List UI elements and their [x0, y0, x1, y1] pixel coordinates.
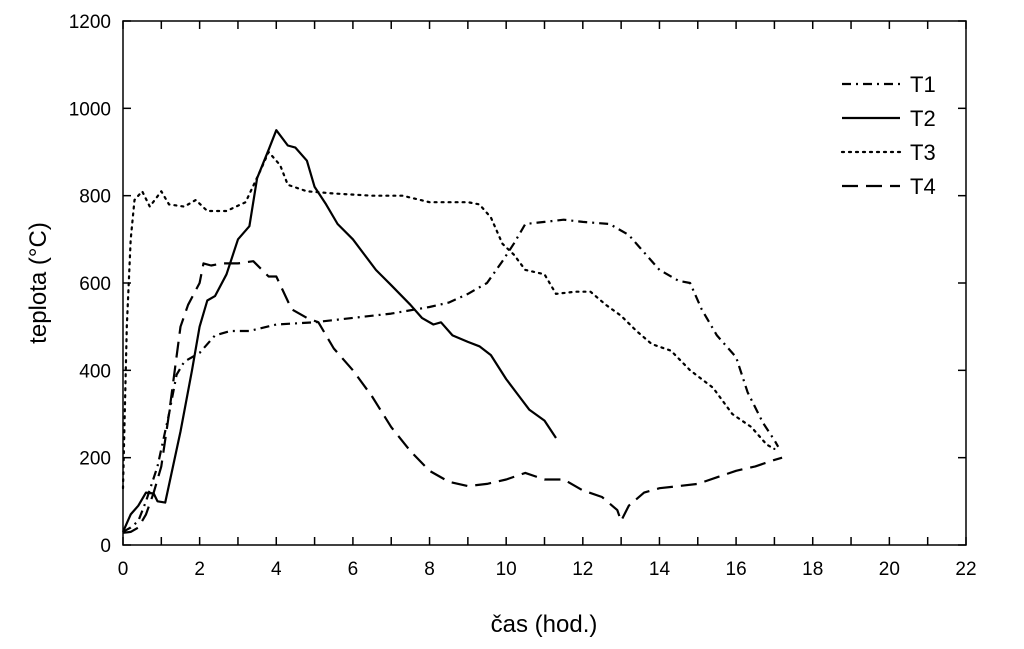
series-group	[121, 129, 783, 534]
plot-frame	[122, 20, 967, 546]
y-tick-label: 0	[100, 536, 111, 557]
y-tick-label: 1000	[69, 99, 111, 120]
x-tick-label: 14	[649, 559, 671, 580]
x-tick-label: 22	[955, 559, 976, 580]
legend-label-t2: T2	[910, 106, 936, 131]
legend-label-t4: T4	[910, 174, 936, 199]
y-tick-label: 600	[79, 274, 111, 295]
x-tick-label: 16	[726, 559, 747, 580]
x-axis-label: čas (hod.)	[491, 611, 598, 638]
y-tick-label: 400	[79, 361, 111, 382]
x-tick-label: 18	[802, 559, 823, 580]
axes: 0 2 4 6 8 10 12 14 16 18 20 22 0 200 400 600 800 1000 1200	[69, 12, 977, 580]
series-line-t1	[122, 218, 780, 533]
x-tick-label: 6	[348, 559, 359, 580]
legend-label-t3: T3	[910, 140, 936, 165]
x-tick-label: 20	[879, 559, 900, 580]
x-tick-label: 12	[572, 559, 593, 580]
x-tick-label: 8	[424, 559, 435, 580]
y-tick-label: 1200	[69, 12, 111, 33]
x-tick-label: 4	[271, 559, 282, 580]
x-tick-label: 2	[194, 559, 205, 580]
x-tick-label: 10	[496, 559, 517, 580]
y-tick-label: 800	[79, 187, 111, 208]
series-line-t2	[121, 129, 557, 533]
series-line-t4	[122, 260, 783, 534]
series-line-t3	[121, 150, 776, 490]
legend: T1 T2 T3 T4	[840, 72, 936, 199]
y-axis-label: teplota (°C)	[25, 222, 52, 344]
y-tick-label: 200	[79, 449, 111, 470]
legend-label-t1: T1	[910, 72, 936, 97]
x-tick-label: 0	[118, 559, 129, 580]
